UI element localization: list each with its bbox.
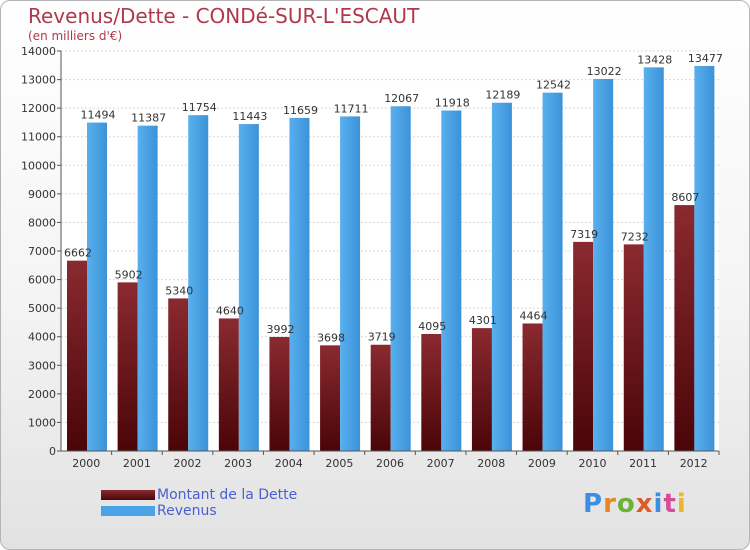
data-label-dette: 4464 (520, 309, 548, 322)
legend-label-revenus: Revenus (157, 503, 217, 519)
x-tick-label: 2004 (275, 457, 303, 470)
x-tick-label: 2010 (578, 457, 606, 470)
y-tick-label: 5000 (28, 302, 56, 315)
data-label-revenus: 12067 (384, 92, 419, 105)
bar-dette (269, 336, 290, 451)
y-tick-label: 4000 (28, 331, 56, 344)
bar-revenus (87, 122, 107, 451)
bar-revenus (390, 106, 411, 451)
bar-dette (674, 205, 695, 451)
bar-dette (370, 344, 391, 451)
data-label-revenus: 11494 (81, 109, 116, 122)
data-label-dette: 4640 (216, 304, 244, 317)
y-tick-label: 12000 (21, 102, 56, 115)
data-label-revenus: 13022 (587, 65, 622, 78)
x-tick-label: 2002 (174, 457, 202, 470)
x-tick-label: 2009 (528, 457, 556, 470)
data-label-dette: 3698 (317, 331, 345, 344)
y-tick-label: 6000 (28, 274, 56, 287)
data-label-dette: 5902 (115, 268, 143, 281)
data-label-dette: 5340 (165, 284, 193, 297)
data-label-revenus: 11918 (435, 96, 470, 109)
bar-revenus (542, 92, 563, 452)
logo-char: P (583, 489, 604, 519)
x-tick-label: 2011 (629, 457, 657, 470)
y-tick-label: 11000 (21, 131, 56, 144)
bar-dette (573, 241, 594, 451)
bar-dette (522, 323, 543, 451)
x-tick-label: 2008 (477, 457, 505, 470)
legend-swatch-dette (101, 490, 155, 500)
x-tick-label: 2006 (376, 457, 404, 470)
proxiti-logo: Proxiti (583, 489, 687, 519)
data-label-revenus: 13477 (688, 52, 723, 65)
data-label-revenus: 11754 (182, 101, 217, 114)
logo-char: i (653, 489, 664, 519)
y-tick-label: 0 (49, 445, 56, 458)
bar-revenus (441, 110, 462, 451)
data-label-dette: 4095 (418, 320, 446, 333)
data-label-dette: 4301 (469, 314, 497, 327)
bar-revenus (289, 117, 310, 451)
data-label-dette: 3719 (368, 331, 396, 344)
logo-char: t (663, 489, 677, 519)
data-label-revenus: 11443 (232, 110, 267, 123)
bar-revenus (340, 116, 361, 452)
bar-dette (320, 345, 341, 451)
bar-revenus (137, 125, 158, 452)
bar-revenus (593, 78, 614, 451)
legend-swatch-revenus (101, 506, 155, 516)
y-tick-label: 8000 (28, 216, 56, 229)
y-tick-label: 13000 (21, 74, 56, 87)
y-tick-label: 10000 (21, 159, 56, 172)
y-tick-label: 2000 (28, 388, 56, 401)
data-label-dette: 7319 (570, 228, 598, 241)
y-tick-label: 14000 (21, 45, 56, 58)
x-tick-label: 2001 (123, 457, 151, 470)
data-label-revenus: 12542 (536, 79, 571, 92)
logo-char: r (603, 489, 617, 519)
y-tick-label: 7000 (28, 245, 56, 258)
bar-dette (471, 328, 492, 451)
bar-dette (67, 260, 87, 451)
data-label-revenus: 11387 (131, 112, 166, 125)
data-label-revenus: 11659 (283, 104, 318, 117)
bar-revenus (238, 124, 259, 452)
x-tick-label: 2012 (680, 457, 708, 470)
x-tick-label: 2005 (325, 457, 353, 470)
logo-char: x (635, 489, 654, 519)
bar-dette (623, 244, 644, 451)
y-tick-label: 9000 (28, 188, 56, 201)
y-tick-label: 1000 (28, 416, 56, 429)
data-label-dette: 3992 (266, 323, 294, 336)
bar-dette (218, 318, 239, 451)
y-tick-label: 3000 (28, 359, 56, 372)
data-label-dette: 6662 (64, 247, 92, 260)
bar-dette (421, 334, 442, 451)
bar-dette (168, 298, 189, 451)
x-tick-label: 2007 (427, 457, 455, 470)
data-label-revenus: 11711 (334, 102, 369, 115)
logo-char: i (676, 489, 687, 519)
data-label-revenus: 13428 (637, 53, 672, 66)
x-tick-label: 2003 (224, 457, 252, 470)
data-label-dette: 7232 (621, 230, 649, 243)
bar-revenus (491, 102, 512, 451)
data-label-revenus: 12189 (485, 89, 520, 102)
x-tick-label: 2000 (72, 457, 100, 470)
legend-label-dette: Montant de la Dette (157, 487, 298, 503)
bar-revenus (188, 115, 209, 452)
data-label-dette: 8607 (671, 191, 699, 204)
bar-revenus (694, 65, 715, 451)
bar-dette (117, 282, 138, 451)
chart-subtitle: (en milliers d'€) (28, 29, 123, 43)
chart-title: Revenus/Dette - CONDé-SUR-L'ESCAUT (28, 4, 420, 28)
logo-char: o (616, 489, 636, 519)
bar-revenus (643, 67, 664, 451)
